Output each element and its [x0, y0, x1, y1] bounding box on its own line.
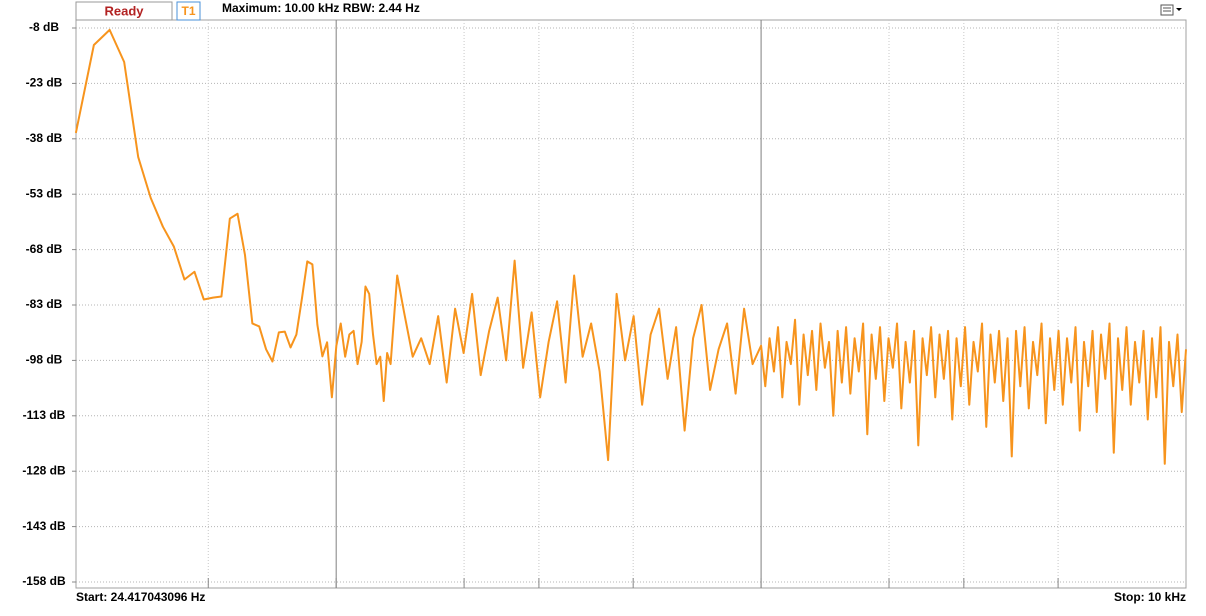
y-tick-label: -128 dB — [22, 463, 66, 477]
y-tick-label: -53 dB — [26, 186, 63, 200]
icon-arrow[interactable] — [1176, 8, 1182, 11]
icon-lines[interactable] — [1163, 7, 1171, 12]
y-tick-label: -158 dB — [22, 574, 66, 588]
y-tick-label: -143 dB — [22, 519, 66, 533]
y-tick-label: -38 dB — [26, 131, 63, 145]
y-tick-label: -98 dB — [26, 353, 63, 367]
icon-body[interactable] — [1160, 4, 1174, 16]
settings-icon[interactable] — [1160, 4, 1182, 16]
y-tick-label: -83 dB — [26, 297, 63, 311]
x-stop-label: Stop: 10 kHz — [1114, 590, 1186, 604]
trace-button[interactable] — [176, 1, 201, 21]
spectrum-line — [74, 28, 1187, 465]
y-tick-label: -113 dB — [23, 408, 66, 422]
x-start-label: Start: 24.417043096 Hz — [76, 590, 205, 604]
plot-frame — [75, 19, 1187, 589]
status-text: Ready — [104, 3, 144, 18]
measurement-info: Maximum: 10.00 kHz RBW: 2.44 Hz — [222, 1, 420, 15]
y-tick-label: -68 dB — [26, 242, 63, 256]
trace-label[interactable]: T1 — [181, 4, 195, 18]
y-tick-label: -8 dB — [29, 20, 59, 34]
y-tick-label: -23 dB — [26, 76, 63, 90]
status-box — [75, 1, 173, 21]
